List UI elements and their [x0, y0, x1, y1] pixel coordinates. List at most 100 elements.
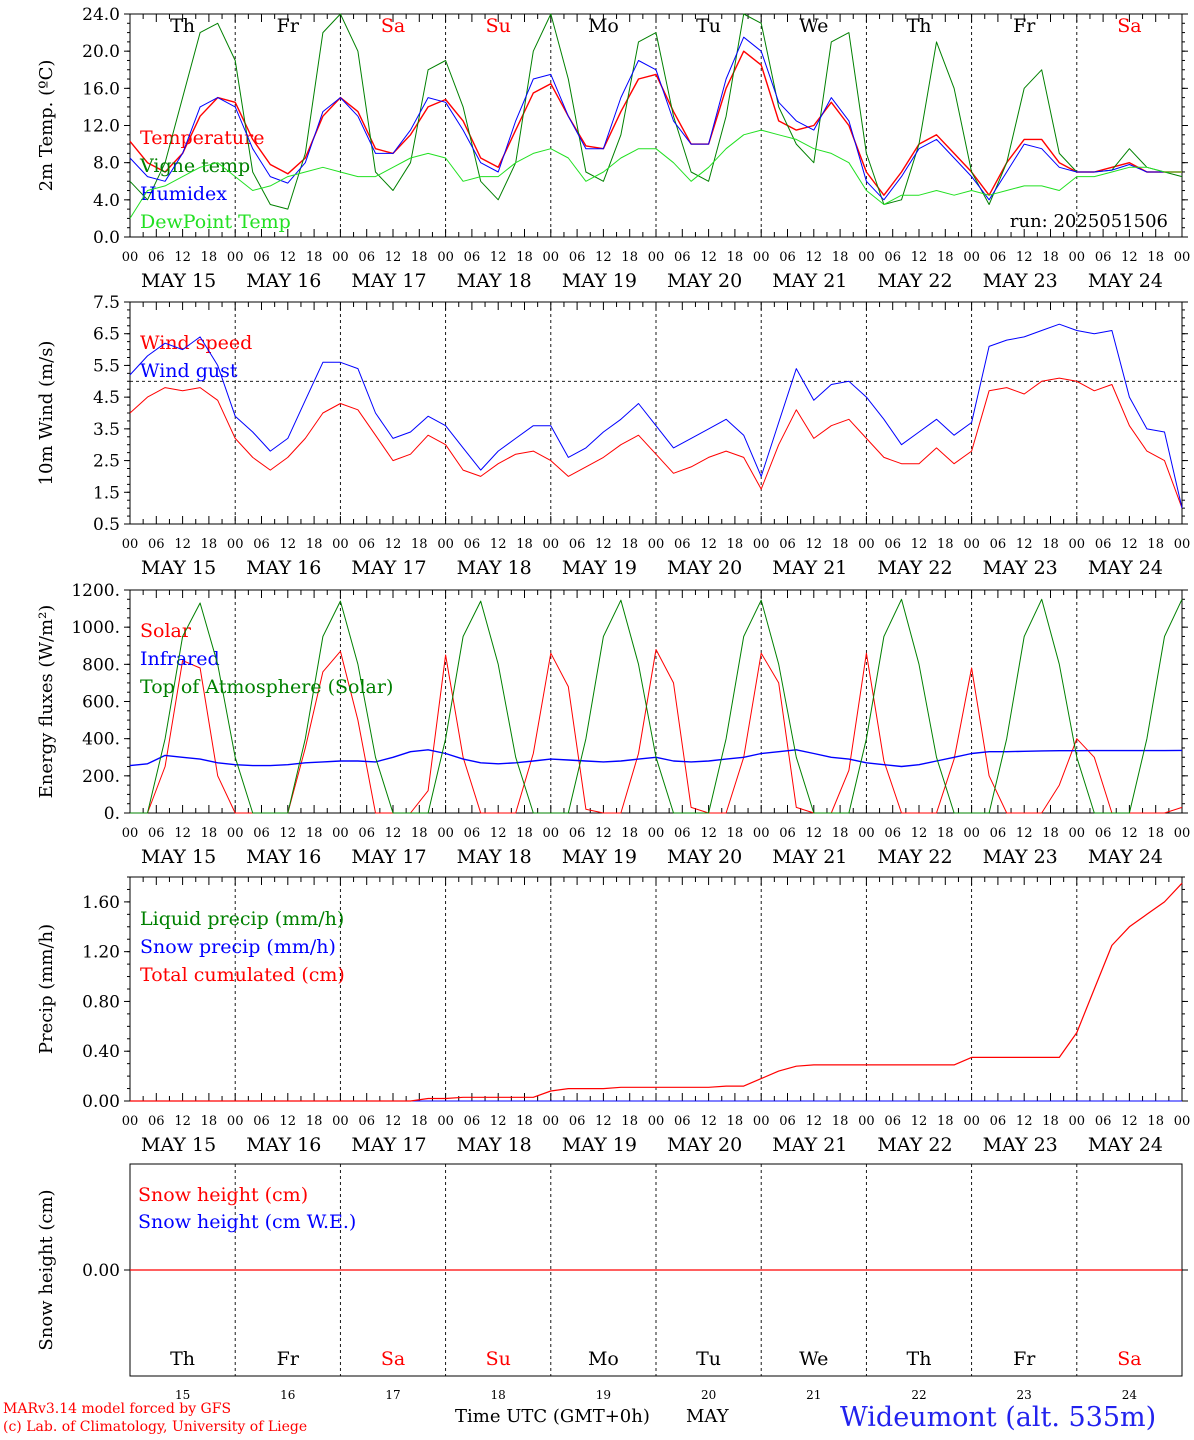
date-label: MAY 16	[246, 846, 321, 868]
date-label: MAY 19	[562, 270, 637, 292]
y-tick-label: 4.0	[93, 191, 120, 211]
hour-tick-label: 18	[1042, 1114, 1059, 1129]
hour-tick-label: 18	[201, 1114, 218, 1129]
hour-tick-label: 00	[437, 826, 454, 841]
hour-tick-label: 18	[832, 250, 849, 265]
day-of-week-label: Fr	[1013, 15, 1036, 37]
hour-tick-label: 18	[1042, 537, 1059, 552]
hour-tick-label: 18	[201, 250, 218, 265]
day-of-week-label: Sa	[1117, 1348, 1141, 1370]
date-label: MAY 21	[772, 557, 847, 579]
date-label: MAY 21	[772, 1134, 847, 1156]
hour-tick-label: 06	[779, 826, 796, 841]
y-tick-label: 0.00	[82, 1092, 120, 1112]
day-number-label: 23	[1017, 1388, 1032, 1402]
hour-tick-label: 00	[963, 826, 980, 841]
legend-entry: Vigne temp	[139, 155, 250, 177]
hour-tick-label: 18	[937, 1114, 954, 1129]
hour-tick-label: 12	[1016, 250, 1033, 265]
legend-entry: DewPoint Temp	[140, 211, 291, 233]
y-tick-label: 2.5	[93, 452, 120, 472]
hour-tick-label: 00	[1174, 250, 1191, 265]
panel-frame	[129, 589, 1183, 814]
day-of-week-label: Th	[170, 15, 195, 37]
date-label: MAY 18	[457, 557, 532, 579]
hour-tick-label: 00	[543, 826, 560, 841]
day-number-label: 20	[701, 1388, 716, 1402]
y-tick-label: 0.	[104, 804, 120, 824]
hour-tick-label: 00	[1069, 1114, 1086, 1129]
legend-entry: Top of Atmosphere (Solar)	[140, 676, 393, 698]
date-label: MAY 17	[351, 846, 426, 868]
date-label: MAY 23	[983, 846, 1058, 868]
date-label: MAY 20	[667, 846, 742, 868]
hour-tick-label: 12	[280, 537, 297, 552]
date-label: MAY 22	[877, 1134, 952, 1156]
date-label: MAY 24	[1088, 1134, 1163, 1156]
hour-tick-label: 12	[1121, 537, 1138, 552]
day-of-week-label: Th	[907, 15, 932, 37]
hour-tick-label: 18	[727, 826, 744, 841]
hour-tick-label: 12	[385, 250, 402, 265]
hour-tick-label: 00	[963, 537, 980, 552]
day-of-week-label: Sa	[381, 1348, 405, 1370]
hour-tick-label: 06	[674, 537, 691, 552]
hour-tick-label: 12	[280, 250, 297, 265]
hour-tick-label: 00	[437, 1114, 454, 1129]
hour-tick-label: 18	[1042, 826, 1059, 841]
hour-tick-label: 06	[253, 537, 270, 552]
day-of-week-label: Fr	[1013, 1348, 1036, 1370]
date-label: MAY 18	[457, 1134, 532, 1156]
hour-tick-label: 18	[306, 826, 323, 841]
hour-tick-label: 06	[464, 826, 481, 841]
hour-tick-label: 00	[332, 1114, 349, 1129]
hour-tick-label: 06	[1095, 250, 1112, 265]
hour-tick-label: 12	[490, 537, 507, 552]
day-of-week-label: Sa	[381, 15, 405, 37]
hour-tick-label: 06	[358, 826, 375, 841]
hour-tick-label: 00	[858, 826, 875, 841]
y-tick-label: 24.0	[82, 5, 120, 25]
y-tick-label: 16.0	[82, 79, 120, 99]
day-of-week-label: Fr	[277, 15, 300, 37]
y-tick-label: 20.0	[82, 42, 120, 62]
hour-tick-label: 00	[753, 250, 770, 265]
hour-tick-label: 18	[832, 1114, 849, 1129]
hour-tick-label: 12	[806, 1114, 823, 1129]
y-tick-label: 1.5	[93, 483, 120, 503]
hour-tick-label: 00	[648, 826, 665, 841]
hour-tick-label: 06	[358, 250, 375, 265]
date-label: MAY 18	[457, 846, 532, 868]
hour-tick-label: 06	[674, 250, 691, 265]
day-of-week-label: Th	[907, 1348, 932, 1370]
date-label: MAY 24	[1088, 846, 1163, 868]
hour-tick-label: 00	[543, 537, 560, 552]
day-of-week-label: Th	[170, 1348, 195, 1370]
hour-tick-label: 00	[753, 537, 770, 552]
hour-tick-label: 18	[516, 250, 533, 265]
hour-tick-label: 00	[437, 537, 454, 552]
hour-tick-label: 06	[674, 1114, 691, 1129]
legend-entry: Humidex	[140, 183, 227, 205]
hour-tick-label: 18	[201, 826, 218, 841]
hour-tick-label: 18	[727, 250, 744, 265]
hour-tick-label: 12	[700, 250, 717, 265]
y-tick-label: 1.20	[82, 943, 120, 963]
hour-tick-label: 18	[306, 250, 323, 265]
hour-tick-label: 06	[464, 537, 481, 552]
y-tick-label: 8.0	[93, 154, 120, 174]
y-tick-label: 7.5	[93, 293, 120, 313]
y-axis-label: 10m Wind (m/s)	[36, 341, 57, 486]
hour-tick-label: 18	[516, 1114, 533, 1129]
hour-tick-label: 12	[806, 826, 823, 841]
hour-tick-label: 12	[280, 826, 297, 841]
hour-tick-label: 12	[490, 826, 507, 841]
day-number-label: 16	[280, 1388, 295, 1402]
date-label: MAY 20	[667, 1134, 742, 1156]
legend-entry: Snow height (cm W.E.)	[138, 1211, 356, 1233]
date-label: MAY 20	[667, 270, 742, 292]
hour-tick-label: 18	[411, 250, 428, 265]
hour-tick-label: 00	[648, 537, 665, 552]
y-tick-label: 1.60	[82, 893, 120, 913]
hour-tick-label: 00	[858, 537, 875, 552]
